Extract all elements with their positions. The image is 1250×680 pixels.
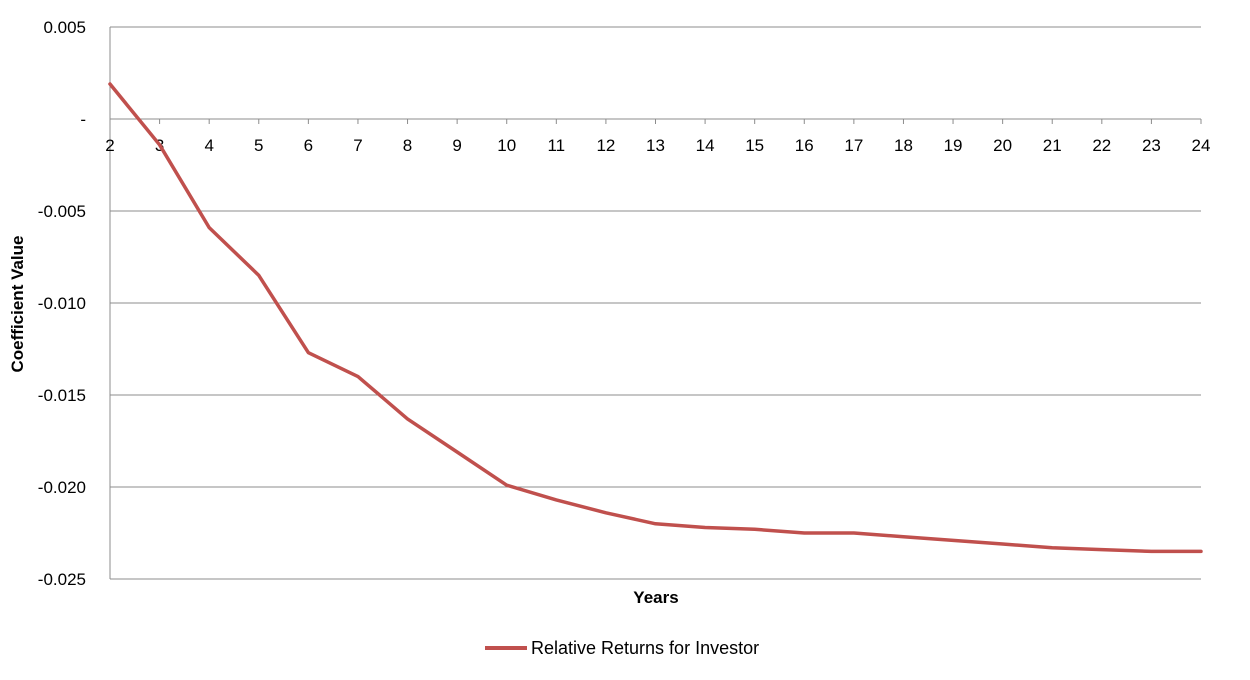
x-tick-label: 9	[452, 136, 461, 155]
axes	[109, 27, 1202, 579]
x-tick-label: 15	[745, 136, 764, 155]
legend-label: Relative Returns for Investor	[531, 638, 759, 658]
x-tick-label: 18	[894, 136, 913, 155]
y-tick-label: 0.005	[43, 18, 86, 37]
y-tick-label: -0.005	[38, 202, 86, 221]
x-tick-label: 22	[1092, 136, 1111, 155]
y-tick-label: -0.015	[38, 386, 86, 405]
x-tick-label: 20	[993, 136, 1012, 155]
x-tick-label: 4	[204, 136, 213, 155]
y-tick-label: -0.010	[38, 294, 86, 313]
y-axis-title: Coefficient Value	[8, 236, 27, 373]
x-tick-label: 8	[403, 136, 412, 155]
x-tick-label: 6	[304, 136, 313, 155]
x-tick-label: 19	[944, 136, 963, 155]
x-axis-title: Years	[633, 588, 678, 607]
x-tick-label: 10	[497, 136, 516, 155]
x-tick-label: 21	[1043, 136, 1062, 155]
x-tick-label: 16	[795, 136, 814, 155]
y-tick-label: -0.020	[38, 478, 86, 497]
x-tick-label: 23	[1142, 136, 1161, 155]
y-tick-label: -0.025	[38, 570, 86, 589]
x-tick-label: 24	[1192, 136, 1211, 155]
series-line	[108, 82, 1203, 554]
x-tick-label: 2	[105, 136, 114, 155]
x-tick-label: 7	[353, 136, 362, 155]
x-tick-labels: 2 3 4 5 6 7 8 9 10 11 12 13 14 15 16 17 18 19 20 21 22 23 24	[105, 136, 1210, 155]
legend: Relative Returns for Investor	[485, 638, 759, 658]
gridlines	[110, 26, 1201, 580]
series-lines	[108, 82, 1203, 554]
x-tick-label: 5	[254, 136, 263, 155]
x-tick-label: 13	[646, 136, 665, 155]
y-tick-label: -	[80, 110, 86, 129]
x-tick-label: 14	[696, 136, 715, 155]
x-tick-label: 11	[547, 136, 565, 155]
x-tick-label: 12	[596, 136, 615, 155]
y-tick-labels: 0.005 - -0.005 -0.010 -0.015 -0.020 -0.025	[38, 18, 86, 589]
x-tick-label: 17	[844, 136, 863, 155]
